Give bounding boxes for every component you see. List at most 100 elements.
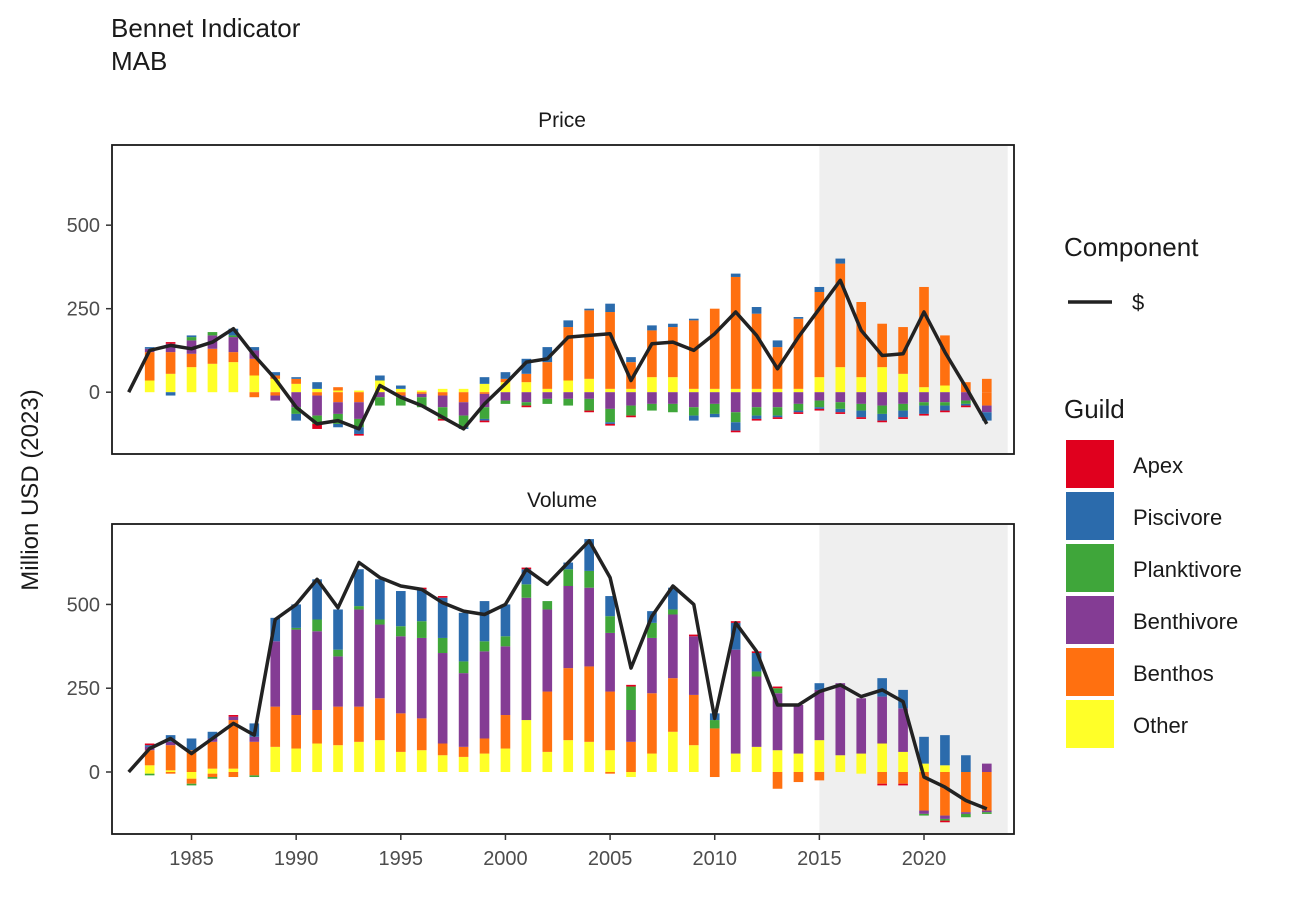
bar-other-2018 <box>877 367 887 393</box>
bar-benthivore-1996 <box>416 637 427 719</box>
bar-planktivore-2010 <box>709 720 720 729</box>
bar-benthos-1988 <box>249 741 260 772</box>
bar-neg-benthivore-2010 <box>709 392 720 404</box>
bar-benthos-2004 <box>584 666 594 742</box>
bar-neg-apex-2011 <box>730 430 741 433</box>
bar-neg-planktivore-2011 <box>730 412 741 423</box>
panel-label-price: Price <box>538 109 586 132</box>
bar-neg-apex-2018 <box>877 783 887 786</box>
bar-piscivore-1996 <box>416 589 427 622</box>
bar-neg-planktivore-1997 <box>437 407 448 419</box>
bar-piscivore-2016 <box>835 258 846 264</box>
bar-piscivore-2012 <box>751 307 762 314</box>
bar-piscivore-1987 <box>228 328 239 336</box>
x-tick-label: 2015 <box>797 848 842 870</box>
bar-neg-benthivore-2015 <box>814 392 825 401</box>
bar-benthos-2011 <box>730 276 741 389</box>
bar-planktivore-2008 <box>668 609 678 615</box>
bar-other-1987 <box>228 362 239 393</box>
bar-neg-benthivore-2020 <box>919 810 929 814</box>
legend-label-other: Other <box>1133 713 1188 738</box>
bar-other-2021 <box>940 765 950 772</box>
bar-benthos-2002 <box>542 362 553 389</box>
bar-neg-planktivore-2006 <box>626 405 636 416</box>
bar-piscivore-2019 <box>898 689 908 709</box>
bar-benthos-2003 <box>563 327 574 381</box>
bar-neg-benthivore-2008 <box>668 392 678 404</box>
bar-piscivore-2003 <box>563 562 574 570</box>
bar-neg-benthivore-2018 <box>877 392 887 406</box>
price-panel: 0 250 500 <box>67 144 1015 455</box>
bar-neg-apex-2005 <box>605 423 615 426</box>
bar-benthos-2009 <box>688 320 699 389</box>
bar-other-2004 <box>584 741 594 772</box>
bar-other-2000 <box>500 748 511 772</box>
bar-neg-other-2017 <box>856 772 867 774</box>
bar-neg-planktivore-1995 <box>395 397 406 406</box>
bar-benthos-1984 <box>165 352 176 374</box>
bar-benthos-2017 <box>856 302 867 378</box>
bar-other-2002 <box>542 751 553 772</box>
bar-piscivore-1993 <box>354 569 364 607</box>
bar-piscivore-2008 <box>668 323 678 328</box>
bar-other-1988 <box>249 375 260 393</box>
bar-neg-apex-2016 <box>835 412 846 414</box>
bar-benthivore-1995 <box>395 636 406 714</box>
bar-benthos-1985 <box>186 353 197 368</box>
panel-label-volume: Volume <box>527 489 597 512</box>
bar-other-1993 <box>354 390 364 393</box>
bar-benthivore-2001 <box>521 597 532 721</box>
bar-neg-benthivore-2003 <box>563 392 574 399</box>
bar-benthivore-1991 <box>312 631 322 710</box>
bar-apex-2013 <box>772 686 783 689</box>
bar-neg-piscivore-2005 <box>605 422 615 424</box>
bar-benthos-2000 <box>500 378 511 383</box>
bar-neg-benthos-2013 <box>772 772 783 789</box>
bar-neg-piscivore-2015 <box>814 407 825 409</box>
bar-neg-piscivore-2019 <box>898 410 908 418</box>
bar-other-2014 <box>793 753 804 772</box>
bar-neg-benthos-2005 <box>605 772 615 774</box>
bar-neg-benthivore-2020 <box>919 392 929 403</box>
bar-neg-piscivore-2013 <box>772 415 783 418</box>
bar-neg-apex-2020 <box>919 413 929 416</box>
bar-neg-benthos-2020 <box>919 772 929 811</box>
bar-neg-piscivore-1992 <box>333 423 343 428</box>
bar-neg-benthivore-2006 <box>626 392 636 406</box>
bar-neg-apex-2006 <box>626 415 636 418</box>
bar-neg-benthos-2014 <box>793 772 804 783</box>
bar-neg-piscivore-2010 <box>709 413 720 418</box>
bar-benthos-1988 <box>249 358 260 376</box>
bar-other-1994 <box>375 740 385 772</box>
bar-neg-benthivore-2013 <box>772 392 783 408</box>
bar-other-1984 <box>165 373 176 393</box>
bar-apex-1987 <box>228 715 239 717</box>
bar-piscivore-1985 <box>186 738 197 751</box>
bar-benthos-2000 <box>500 715 511 749</box>
bar-piscivore-2007 <box>647 325 657 331</box>
bar-benthivore-1984 <box>165 343 176 353</box>
bar-other-1989 <box>270 746 281 772</box>
bar-neg-benthos-1987 <box>228 772 239 778</box>
bar-neg-planktivore-2013 <box>772 407 783 416</box>
bar-planktivore-2012 <box>751 671 762 677</box>
bar-neg-piscivore-2017 <box>856 410 867 418</box>
bar-benthivore-1998 <box>458 673 469 747</box>
bar-other-2004 <box>584 378 594 393</box>
bar-other-2006 <box>626 388 636 393</box>
bar-other-1997 <box>437 388 448 393</box>
bar-benthivore-1984 <box>165 741 176 746</box>
bar-neg-planktivore-2020 <box>919 813 929 816</box>
legend-swatch-piscivore <box>1066 492 1114 540</box>
bar-planktivore-1985 <box>186 337 197 341</box>
bar-piscivore-2011 <box>730 273 741 277</box>
bar-benthivore-1997 <box>437 653 448 744</box>
bar-other-2016 <box>835 367 846 393</box>
bar-neg-planktivore-1998 <box>458 415 469 428</box>
bar-piscivore-1997 <box>437 597 448 638</box>
bar-neg-other-1983 <box>144 772 155 774</box>
bar-neg-apex-2019 <box>898 417 908 419</box>
bar-neg-benthivore-2014 <box>793 392 804 404</box>
bar-benthos-2010 <box>709 308 720 389</box>
bar-neg-benthos-1986 <box>207 773 218 778</box>
